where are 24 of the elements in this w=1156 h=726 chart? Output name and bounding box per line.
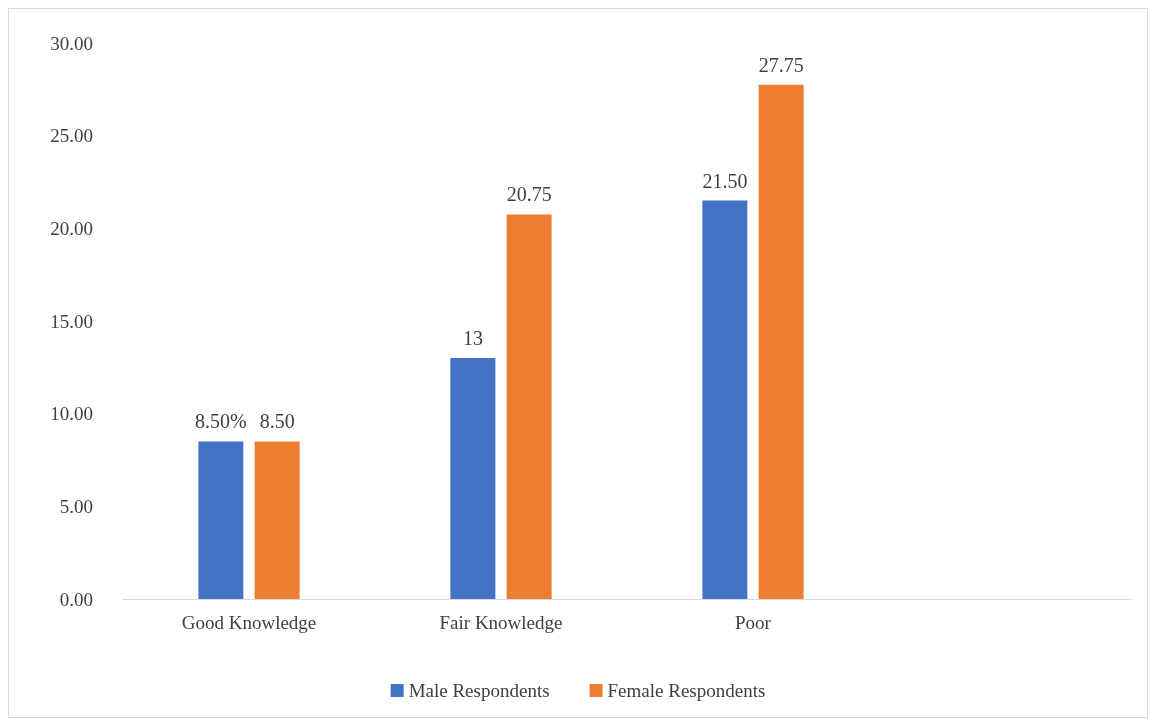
y-tick-label: 30.00 (50, 32, 93, 54)
bar (506, 214, 552, 599)
y-tick-label: 0.00 (59, 588, 93, 610)
data-label: 27.75 (758, 53, 804, 76)
x-tick-label: Poor (735, 612, 772, 633)
y-tick-label: 10.00 (50, 403, 93, 425)
bar (758, 84, 804, 599)
bar (702, 200, 748, 599)
x-tick-label: Good Knowledge (181, 612, 317, 633)
data-label: 8.50 (259, 410, 295, 433)
bar (198, 441, 244, 599)
data-label: 21.50 (702, 169, 748, 192)
legend-label: Male Respondents (408, 680, 550, 701)
y-tick-label: 25.00 (50, 125, 93, 147)
y-tick-label: 15.00 (50, 310, 93, 332)
bar (254, 441, 300, 599)
bar (450, 358, 496, 599)
data-label: 8.50% (195, 410, 247, 433)
legend-label: Female Respondents (607, 680, 766, 701)
x-tick-label: Fair Knowledge (439, 612, 563, 633)
data-label: 13 (462, 327, 483, 350)
y-tick-label: 20.00 (50, 217, 93, 239)
y-tick-label: 5.00 (59, 495, 93, 517)
data-label: 20.75 (506, 183, 552, 206)
